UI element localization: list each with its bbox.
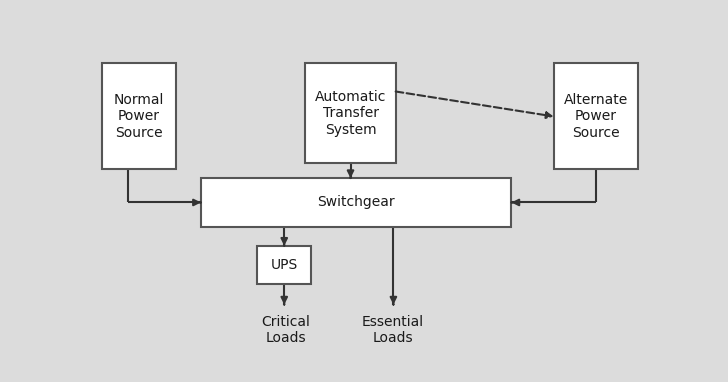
Text: Automatic
Transfer
System: Automatic Transfer System [314,90,387,137]
Text: Alternate
Power
Source: Alternate Power Source [563,93,628,140]
Bar [554,63,638,169]
Text: Normal
Power
Source: Normal Power Source [114,93,164,140]
Bar [258,246,311,284]
Bar [201,178,511,227]
Bar [306,63,396,163]
Bar [102,63,175,169]
Text: Switchgear: Switchgear [317,196,395,209]
Text: Essential
Loads: Essential Loads [362,315,424,345]
Text: UPS: UPS [271,258,298,272]
Text: Critical
Loads: Critical Loads [261,315,310,345]
